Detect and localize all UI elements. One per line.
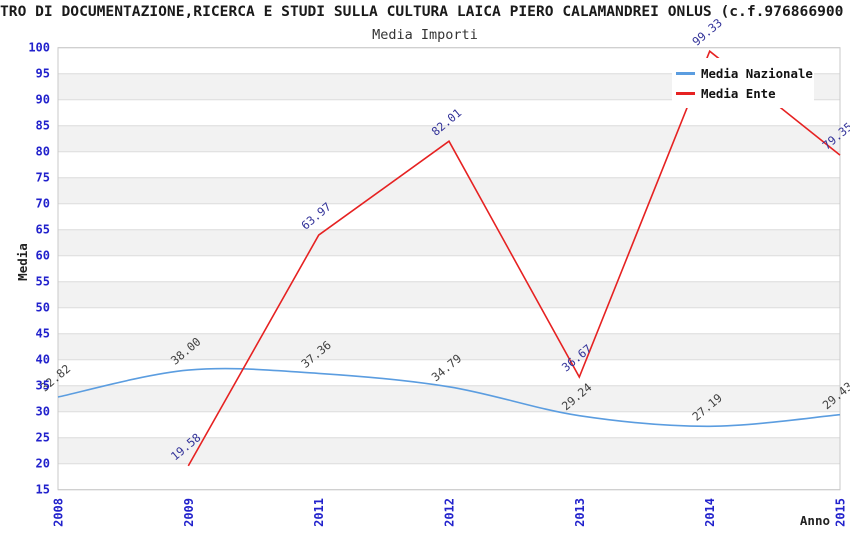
legend-item-media-nazionale[interactable]: Media Nazionale (676, 63, 814, 83)
series-line-media-nazionale (57, 367, 841, 428)
legend-swatch-ente-icon (676, 91, 695, 95)
x-tick-label: 2008 (52, 498, 66, 527)
legend-label-ente: Media Ente (701, 85, 776, 101)
plot-band (58, 437, 840, 464)
y-tick-label: 85 (36, 119, 50, 133)
plot-band (58, 333, 840, 360)
y-tick-label: 50 (36, 301, 50, 315)
y-tick-label: 15 (36, 483, 50, 497)
y-tick-label: 70 (36, 197, 50, 211)
legend: Media Nazionale Media Ente (672, 58, 814, 108)
plot-band (58, 177, 840, 204)
x-tick-label: 2011 (312, 498, 326, 527)
plot-border (57, 47, 841, 491)
y-tick-label: 30 (36, 405, 50, 419)
legend-item-media-ente[interactable]: Media Ente (676, 83, 814, 103)
y-tick-label: 55 (36, 275, 50, 289)
plot-band (58, 385, 840, 412)
y-tick-label: 40 (36, 353, 50, 367)
plot-band (58, 229, 840, 256)
y-tick-label: 75 (36, 171, 50, 185)
y-tick-label: 90 (36, 93, 50, 107)
x-tick-label: 2012 (443, 498, 457, 527)
x-tick-label: 2009 (182, 498, 196, 527)
x-tick-label: 2013 (573, 498, 587, 527)
y-tick-label: 95 (36, 67, 50, 81)
y-tick-label: 80 (36, 145, 50, 159)
plot-band (58, 281, 840, 308)
x-axis-title: Anno (800, 513, 830, 528)
x-tick-label: 2014 (703, 498, 717, 527)
y-tick-label: 65 (36, 223, 50, 237)
chart-title: TRO DI DOCUMENTAZIONE,RICERCA E STUDI SU… (0, 3, 844, 20)
y-tick-label: 100 (28, 41, 50, 55)
y-tick-label: 35 (36, 379, 50, 393)
plot-band (58, 125, 840, 152)
y-tick-label: 20 (36, 457, 50, 471)
y-tick-label: 45 (36, 327, 50, 341)
chart-subtitle: Media Importi (372, 27, 478, 43)
y-axis-title: Media (15, 243, 30, 281)
legend-label-nazionale: Media Nazionale (701, 65, 813, 81)
x-tick-label: 2015 (834, 498, 848, 527)
y-tick-label: 25 (36, 431, 50, 445)
legend-swatch-nazionale-icon (676, 71, 695, 75)
y-tick-label: 60 (36, 249, 50, 263)
